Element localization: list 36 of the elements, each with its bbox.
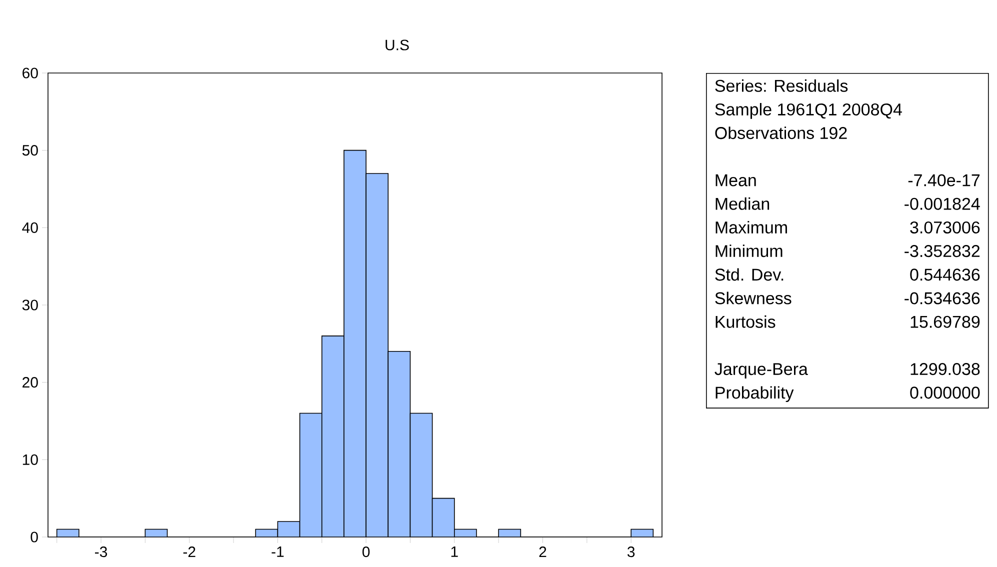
text: Minimum bbox=[716, 244, 782, 258]
text: Observations 192 bbox=[715, 126, 847, 140]
text: Probability bbox=[716, 386, 794, 402]
x-tick-label: 1 bbox=[451, 546, 458, 557]
y-tick-label: 20 bbox=[22, 377, 38, 388]
text: 0.544636 bbox=[910, 268, 980, 281]
text: 15.69789 bbox=[910, 316, 980, 328]
y-tick-label: 40 bbox=[22, 222, 38, 233]
text: Std. Dev. bbox=[715, 268, 784, 281]
x-tick-label: -2 bbox=[183, 546, 196, 557]
text: Sample 1961Q1 2008Q4 bbox=[715, 103, 902, 119]
text: 3.073006 bbox=[910, 221, 980, 234]
chart-title: U.S bbox=[386, 40, 409, 50]
x-tick-label: -3 bbox=[95, 546, 108, 558]
text: Maximum bbox=[716, 221, 787, 234]
text: Mean bbox=[716, 174, 756, 186]
text: 1299.038 bbox=[910, 363, 980, 376]
text: -3.352832 bbox=[904, 245, 980, 258]
text: Kurtosis bbox=[716, 315, 776, 328]
text: 0.000000 bbox=[910, 386, 980, 399]
y-tick-label: 60 bbox=[22, 68, 38, 78]
x-tick-label: 2 bbox=[539, 546, 546, 557]
text: -0.534636 bbox=[904, 292, 980, 304]
x-tick-label: 0 bbox=[362, 546, 370, 558]
x-tick-label: -1 bbox=[272, 546, 284, 557]
text: -0.001824 bbox=[904, 198, 980, 210]
y-tick-label: 30 bbox=[22, 300, 38, 310]
y-tick-label: 0 bbox=[30, 532, 38, 542]
text: Jarque-Bera bbox=[714, 363, 808, 378]
y-tick-label: 50 bbox=[22, 145, 38, 156]
x-tick-label: 3 bbox=[627, 546, 635, 558]
text: Median bbox=[716, 197, 770, 210]
text: Skewness bbox=[715, 292, 792, 304]
text: Series: Residuals bbox=[715, 79, 848, 92]
y-tick-label: 10 bbox=[22, 454, 38, 465]
text: -7.40e-17 bbox=[908, 174, 980, 186]
